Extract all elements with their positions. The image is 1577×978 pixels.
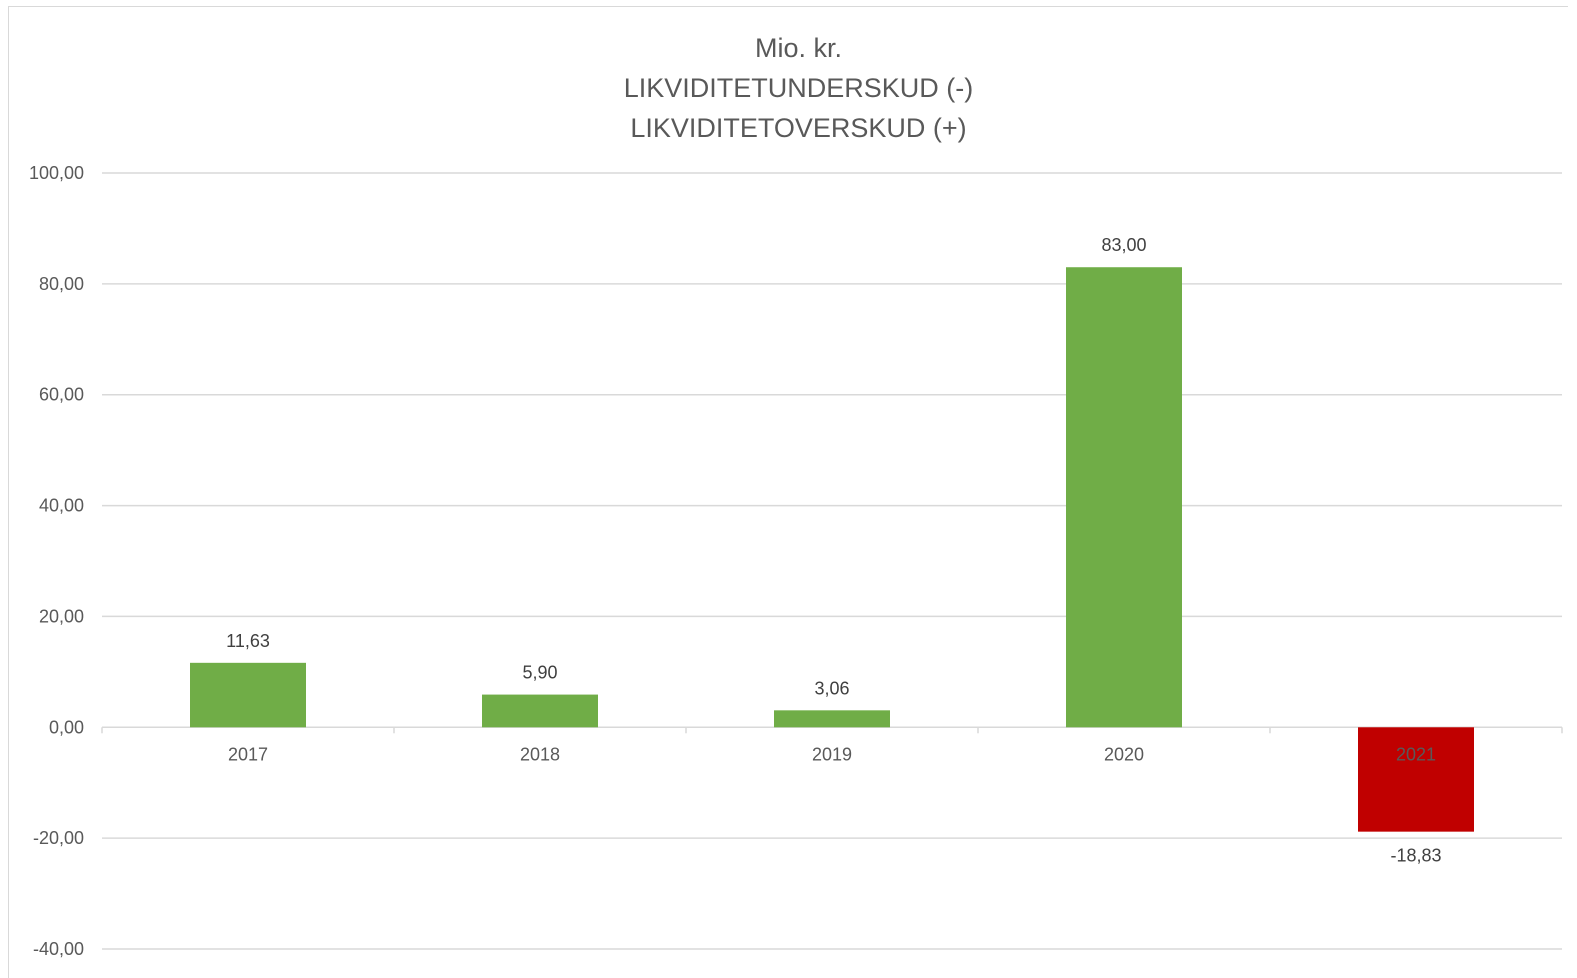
x-tick-label: 2020 xyxy=(1104,744,1144,764)
x-tick-label: 2017 xyxy=(228,744,268,764)
y-tick-label: 20,00 xyxy=(39,606,84,626)
data-label: 83,00 xyxy=(1101,235,1146,255)
x-tick-label: 2021 xyxy=(1396,744,1436,764)
y-tick-label: 100,00 xyxy=(29,163,84,183)
bar xyxy=(774,710,890,727)
data-label: 11,63 xyxy=(226,631,270,651)
y-tick-label: -40,00 xyxy=(33,939,84,959)
data-label: 5,90 xyxy=(522,663,557,683)
bar xyxy=(482,695,598,728)
y-tick-label: 0,00 xyxy=(49,717,84,737)
y-tick-label: 60,00 xyxy=(39,385,84,405)
bar xyxy=(190,663,306,727)
bar xyxy=(1066,267,1182,727)
y-tick-label: 40,00 xyxy=(39,496,84,516)
x-tick-label: 2018 xyxy=(520,744,560,764)
data-label: -18,83 xyxy=(1390,846,1441,866)
y-tick-label: 80,00 xyxy=(39,274,84,294)
bar xyxy=(1358,727,1474,831)
y-tick-label: -20,00 xyxy=(33,828,84,848)
data-label: 3,06 xyxy=(814,678,849,698)
x-tick-label: 2019 xyxy=(812,744,852,764)
